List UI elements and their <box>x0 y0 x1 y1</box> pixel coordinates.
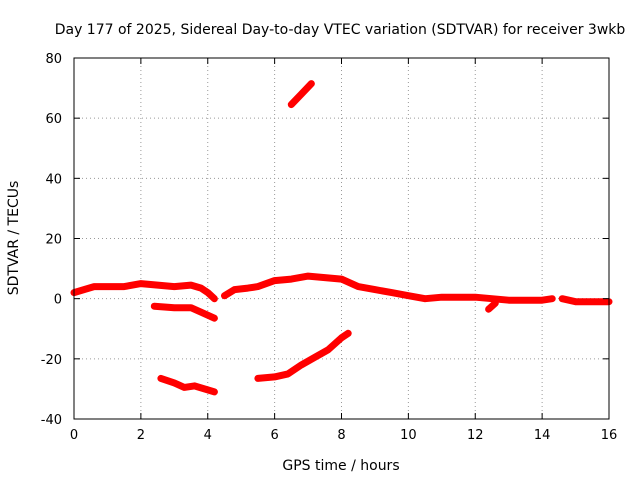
data-series <box>70 80 613 396</box>
x-tick-label: 8 <box>337 428 345 443</box>
series-arc-neg-27 <box>157 374 218 396</box>
y-tick-label: 20 <box>45 233 62 248</box>
series-arc-neg-26 <box>254 329 352 382</box>
y-axis-label: SDTVAR / TECUs <box>6 181 22 296</box>
chart-title: Day 177 of 2025, Sidereal Day-to-day VTE… <box>55 22 626 38</box>
y-tick-label: -40 <box>41 413 62 428</box>
x-tick-label: 4 <box>204 428 212 443</box>
y-tick-label: 60 <box>45 112 62 127</box>
series-arc-neg-short <box>485 299 499 313</box>
x-tick-label: 16 <box>601 428 618 443</box>
series-arc-high <box>287 80 315 109</box>
x-tick-label: 14 <box>534 428 551 443</box>
x-tick-label: 10 <box>400 428 417 443</box>
grid-lines <box>74 58 609 419</box>
series-arc-neg-2 <box>150 302 218 322</box>
series-arc-main-3 <box>558 295 613 306</box>
axis-ticks: 0 2 4 6 8 10 12 14 16 -40 -20 0 20 40 60 80 <box>41 52 618 443</box>
x-tick-label: 6 <box>270 428 278 443</box>
series-arc-main-1 <box>70 280 218 303</box>
y-tick-label: 80 <box>45 52 62 67</box>
y-tick-label: 40 <box>45 172 62 187</box>
x-axis-label: GPS time / hours <box>282 458 399 474</box>
x-tick-label: 12 <box>467 428 484 443</box>
x-tick-label: 0 <box>70 428 78 443</box>
series-arc-main-2 <box>221 272 556 304</box>
y-tick-label: 0 <box>54 293 62 308</box>
y-tick-label: -20 <box>41 353 62 368</box>
x-tick-label: 2 <box>137 428 145 443</box>
